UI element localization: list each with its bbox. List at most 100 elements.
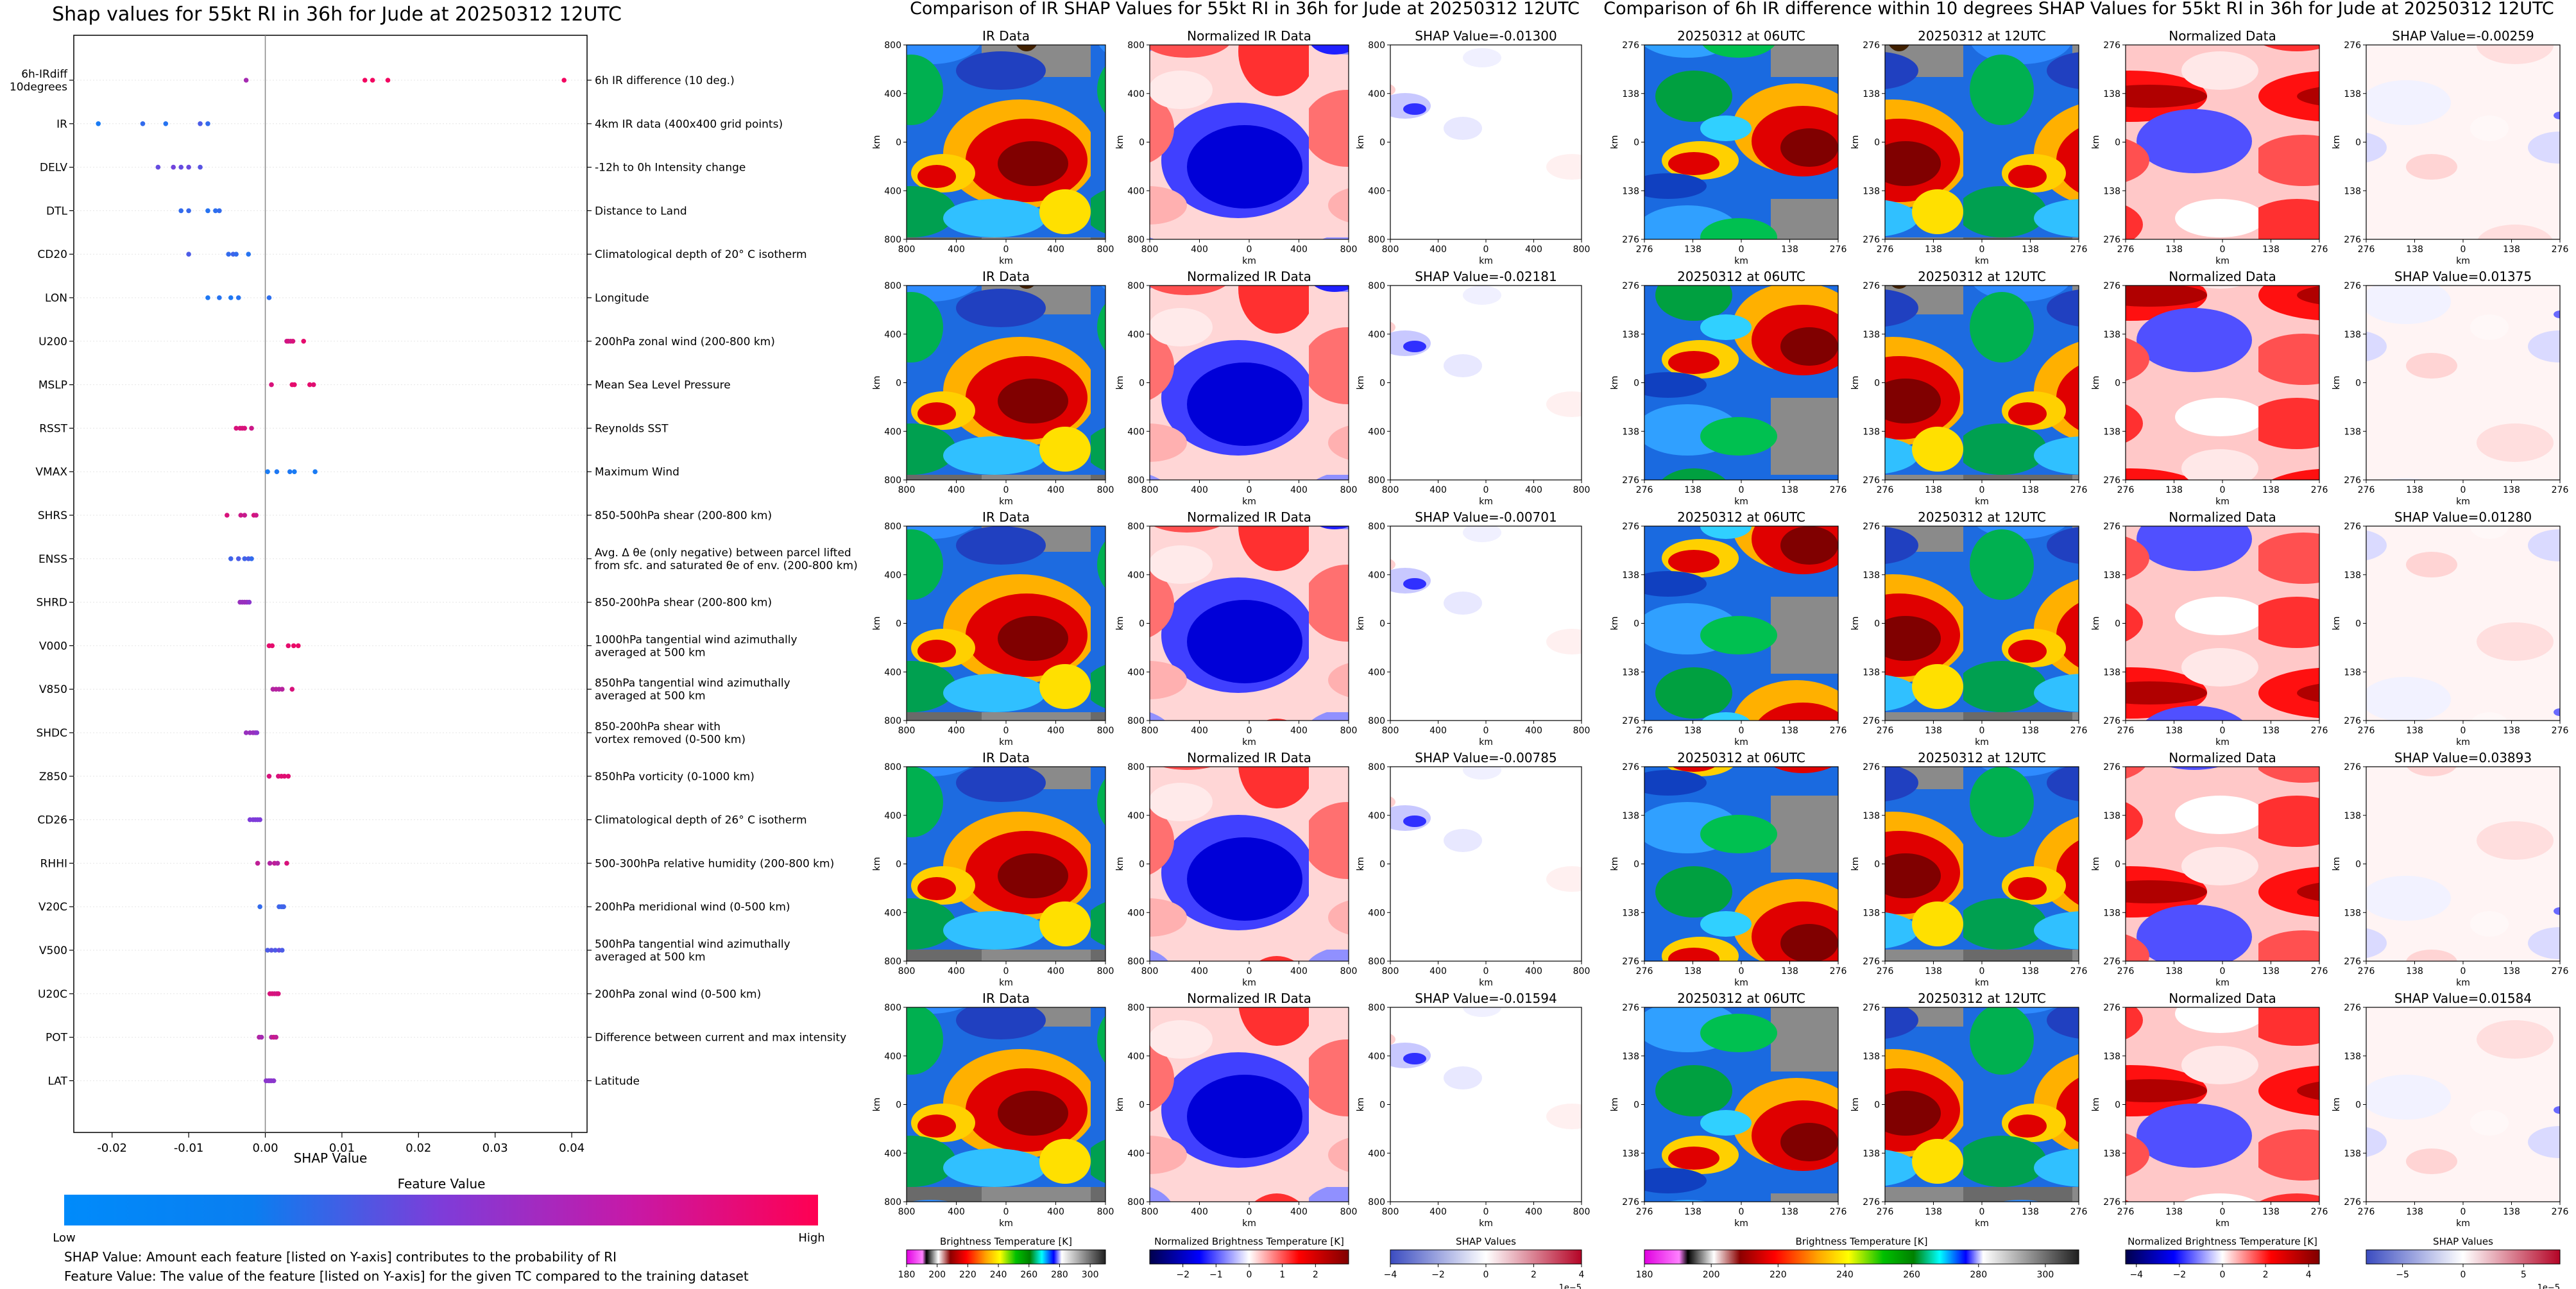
panel-xtick-label: 400 — [1290, 244, 1308, 255]
panel-ytick-label: 276 — [2103, 281, 2120, 291]
panel-ytick-label: 276 — [1622, 957, 1639, 967]
panel-xtick-label: 400 — [948, 966, 965, 977]
colorbar-tick-label: 220 — [1770, 1270, 1787, 1280]
colorbar-tick-label: 1 — [1279, 1270, 1285, 1280]
panel-xtick-label: 800 — [1141, 1207, 1159, 1217]
shap-heatmap — [1390, 767, 1582, 961]
panel-xtick-label: 276 — [1636, 485, 1653, 495]
panel-xtick-label: 400 — [948, 1207, 965, 1217]
panel-ytick-label: 138 — [1863, 89, 1880, 99]
panel-ytick-label: 276 — [1863, 1197, 1880, 1208]
panel-xtick-label: 400 — [1290, 485, 1308, 495]
shap-panel-title: SHAP Value=0.01584 — [2394, 991, 2532, 1006]
panel-ytick-label: 138 — [1622, 1052, 1639, 1062]
panel-xlabel: km — [1734, 737, 1748, 747]
panel-xtick-label: 0 — [1483, 1207, 1489, 1217]
feature-desc-label: Maximum Wind — [595, 466, 679, 479]
panel-ylabel: km — [1356, 376, 1366, 390]
panel-ytick-label: 800 — [884, 762, 901, 773]
panel-xtick-label: 276 — [2070, 966, 2088, 977]
panel-xtick-label: 138 — [1925, 966, 1942, 977]
panel-ytick-label: 138 — [1622, 1148, 1639, 1159]
feature-desc-label: Reynolds SST — [595, 422, 669, 435]
panel-ylabel: km — [1115, 376, 1125, 390]
panel-title: 20250312 at 12UTC — [1918, 269, 2046, 284]
shap-panel-title: SHAP Value=0.01280 — [2394, 509, 2532, 525]
colorbar-offset: 1e−5 — [2538, 1283, 2560, 1289]
panel-xtick-label: 400 — [1047, 966, 1064, 977]
panel-ytick-label: 138 — [1622, 330, 1639, 340]
panel-ytick-label: 138 — [2344, 186, 2361, 196]
panel-xtick-label: 800 — [1340, 485, 1358, 495]
panel-xtick-label: 276 — [1877, 966, 1894, 977]
panel-ylabel: km — [1115, 135, 1125, 149]
feature-code-label: LON — [45, 292, 67, 305]
panel-xtick-label: 800 — [1573, 966, 1591, 977]
shap-summary-plot: Shap values for 55kt RI in 36h for Jude … — [10, 3, 858, 1245]
panel-ytick-label: 138 — [2103, 1052, 2120, 1062]
colorbar-tick-label: 0 — [2461, 1270, 2466, 1280]
panel-xtick-label: 138 — [2262, 966, 2280, 977]
panel-title: 20250312 at 12UTC — [1918, 750, 2046, 765]
panel-ylabel: km — [2091, 135, 2101, 149]
panel-ylabel: km — [872, 857, 882, 871]
shap-point — [301, 339, 307, 344]
panel-ytick-label: 276 — [1622, 281, 1639, 291]
shap-point — [234, 425, 239, 431]
data-heatmap — [2126, 526, 2319, 721]
panel-title: Normalized Data — [2169, 28, 2276, 44]
panel-ylabel: km — [1850, 135, 1861, 149]
panel-xlabel: km — [1975, 256, 1989, 266]
panel-xtick-label: 400 — [1191, 966, 1208, 977]
panel-ytick-label: 0 — [1139, 1100, 1145, 1111]
colorbar-tick-label: 2 — [1313, 1270, 1318, 1280]
shap-heatmap — [2366, 526, 2560, 721]
panel-xtick-label: 400 — [1429, 1207, 1447, 1217]
panel-title: Normalized IR Data — [1187, 28, 1311, 44]
shap-point — [235, 295, 241, 300]
xtick-label: -0.02 — [97, 1141, 127, 1155]
shap-point — [286, 643, 291, 649]
feature-desc-label: Distance to Land — [595, 205, 687, 218]
panel-xtick-label: 276 — [2311, 244, 2328, 255]
shap-point — [281, 904, 286, 909]
panel-ytick-label: 276 — [1622, 40, 1639, 51]
feature-code-label: 6h-IRdiff 10degrees — [10, 68, 68, 94]
panel-xtick-label: 138 — [1781, 726, 1798, 736]
feature-code-label: V20C — [38, 901, 67, 914]
panel-xtick-label: 400 — [948, 485, 965, 495]
panel-ytick-label: 0 — [2115, 138, 2120, 148]
feature-desc-label: 850hPa tangential wind azimuthally averag… — [595, 677, 790, 703]
shap-point — [362, 78, 368, 83]
panel-xtick-label: 800 — [898, 1207, 916, 1217]
panel-ytick-label: 276 — [2103, 1197, 2120, 1208]
panel-ytick-label: 400 — [884, 330, 901, 340]
panel-ylabel: km — [2332, 376, 2342, 390]
panel-title: Normalized IR Data — [1187, 509, 1311, 525]
colorbar-tick-label: −2 — [1431, 1270, 1445, 1280]
shap-point — [291, 643, 296, 649]
panel-xtick-label: 400 — [1191, 1207, 1208, 1217]
panel-xtick-label: 276 — [2070, 1207, 2088, 1217]
feature-desc-label: 850-200hPa shear with vortex removed (0-5… — [595, 721, 746, 746]
shap-point — [235, 556, 241, 561]
shap-point — [178, 208, 183, 214]
shap-point — [286, 774, 291, 779]
panel-xtick-label: 138 — [2165, 1207, 2183, 1217]
panel-title: Normalized IR Data — [1187, 750, 1311, 765]
colorbar-tick-label: 300 — [1082, 1270, 1099, 1280]
panel-ylabel: km — [1115, 1098, 1125, 1112]
panel-xtick-label: 276 — [1877, 1207, 1894, 1217]
panel-xlabel: km — [2215, 497, 2230, 507]
colorbar-tick-label: 2 — [2263, 1270, 2269, 1280]
shap-point — [254, 730, 260, 735]
panel-xtick-label: 800 — [1340, 1207, 1358, 1217]
feature-desc-label: 6h IR difference (10 deg.) — [595, 74, 735, 87]
panel-xtick-label: 276 — [2117, 726, 2135, 736]
colorbar-label: Brightness Temperature [K] — [1796, 1236, 1928, 1247]
panel-ytick-label: 400 — [1368, 89, 1385, 99]
colorbar-label: Brightness Temperature [K] — [940, 1236, 1072, 1247]
panel-ytick-label: 0 — [1874, 619, 1880, 629]
panel-ytick-label: 800 — [1368, 1003, 1385, 1013]
shap-point — [267, 860, 273, 866]
